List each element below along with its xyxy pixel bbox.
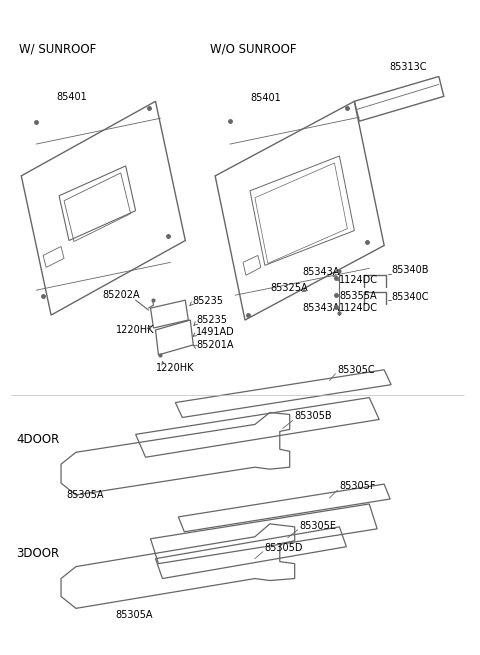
Text: 85340C: 85340C	[391, 292, 429, 302]
Text: 85343A: 85343A	[302, 303, 340, 313]
Text: 1220HK: 1220HK	[156, 363, 194, 373]
Text: 85305A: 85305A	[66, 490, 104, 500]
Text: 85401: 85401	[250, 93, 281, 103]
Text: 85343A: 85343A	[302, 267, 340, 277]
Text: 85313C: 85313C	[389, 62, 427, 71]
Text: 1491AD: 1491AD	[196, 327, 235, 337]
Text: 85305E: 85305E	[300, 521, 336, 531]
Text: W/ SUNROOF: W/ SUNROOF	[19, 42, 96, 55]
Text: 85325A: 85325A	[271, 283, 309, 293]
Text: 85305F: 85305F	[339, 481, 376, 491]
Text: 85401: 85401	[56, 92, 87, 102]
Text: 1220HK: 1220HK	[116, 325, 154, 335]
Text: 4DOOR: 4DOOR	[16, 433, 60, 446]
Text: 85202A: 85202A	[103, 290, 141, 300]
Text: 85305B: 85305B	[295, 411, 332, 421]
Text: 85201A: 85201A	[196, 340, 234, 350]
Text: 1124DC: 1124DC	[339, 275, 378, 286]
Text: 85305C: 85305C	[337, 365, 375, 375]
Text: 85235: 85235	[192, 296, 223, 306]
Text: 85305D: 85305D	[265, 543, 303, 553]
Text: 3DOOR: 3DOOR	[16, 547, 60, 560]
Text: 85340B: 85340B	[391, 265, 429, 275]
Text: 85355A: 85355A	[339, 291, 377, 301]
Text: 85305A: 85305A	[116, 610, 153, 620]
Text: 1124DC: 1124DC	[339, 303, 378, 313]
Text: 85235: 85235	[196, 315, 227, 325]
Text: W/O SUNROOF: W/O SUNROOF	[210, 42, 297, 55]
